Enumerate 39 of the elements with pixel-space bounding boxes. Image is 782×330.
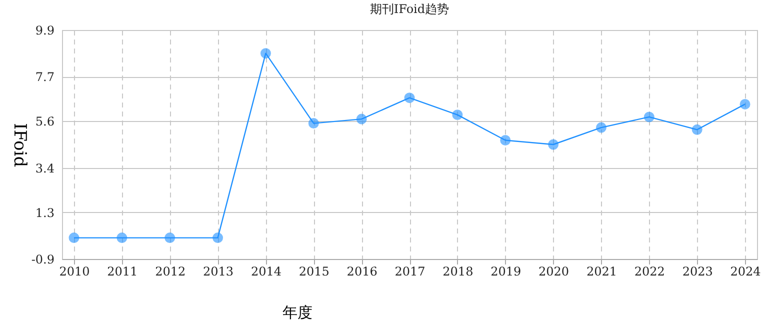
point (692, 124, 702, 135)
y-tick-label: 9.9 (35, 24, 54, 38)
x-tick-label: 2016 (346, 264, 378, 278)
point (500, 135, 511, 146)
x-tick-label: 2020 (538, 264, 570, 278)
y-tick-label: -0.9 (31, 252, 54, 266)
x-tick-label: 2023 (682, 264, 713, 278)
x-tick-label: 2019 (490, 264, 522, 278)
chart-title: 期刊IFoid趋势 (370, 2, 450, 16)
x-tick-label: 2014 (250, 264, 282, 278)
x-tick-label: 2022 (634, 264, 665, 278)
point (596, 122, 606, 133)
point (644, 112, 654, 122)
x-tick-label: 2024 (730, 264, 762, 278)
point (356, 114, 367, 124)
point (452, 110, 463, 120)
x-tick-label: 2012 (155, 264, 186, 278)
x-tick-label: 2011 (107, 264, 138, 278)
y-tick-label: 5.6 (35, 114, 54, 129)
y-axis-title: IFoid (10, 122, 30, 168)
point (404, 92, 415, 104)
point (212, 232, 224, 244)
x-tick-label: 2010 (59, 264, 90, 278)
x-tick-label: 2015 (298, 264, 330, 278)
x-tick-label: 2013 (203, 264, 234, 278)
point (260, 48, 271, 59)
y-tick-label: 1.3 (35, 206, 54, 220)
point (116, 232, 128, 244)
x-tick-label: 2017 (394, 264, 426, 278)
point (308, 118, 319, 129)
x-tick-label: 2018 (442, 264, 474, 278)
y-tick-label: 3.4 (35, 161, 55, 176)
point (68, 232, 80, 244)
point (164, 232, 176, 244)
point (740, 98, 750, 110)
x-axis-title: 年度 (282, 304, 312, 322)
point (548, 139, 559, 150)
x-tick-label: 2021 (586, 264, 617, 278)
y-tick-label: 7.7 (35, 70, 54, 84)
